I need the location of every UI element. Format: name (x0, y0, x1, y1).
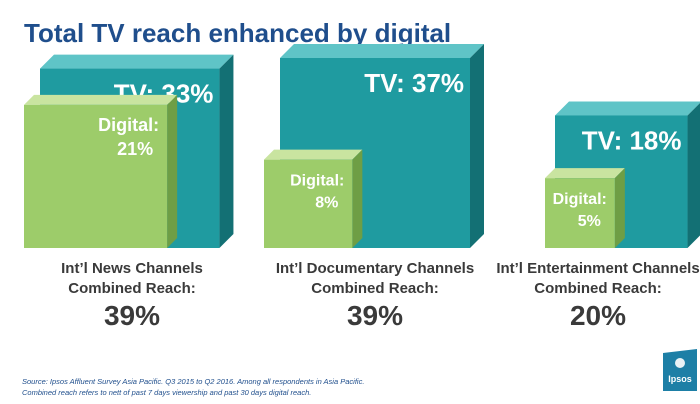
source-line-1: Source: Ipsos Affluent Survey Asia Pacif… (22, 377, 365, 386)
tv-bar-1-side (470, 44, 484, 248)
tv-value-label-1: TV: 37% (364, 68, 464, 98)
digital-value-label-1: 8% (315, 195, 338, 212)
digital-bar-2 (545, 178, 615, 248)
tv-bar-1-top (280, 44, 484, 58)
digital-bar-0-top (24, 94, 178, 105)
combined-reach-value-1: 39% (346, 300, 404, 331)
digital-value-label-0: 21% (117, 139, 153, 159)
category-name: Int’l Entertainment Channels (496, 260, 700, 277)
combined-reach-value-0: 39% (103, 300, 161, 331)
digital-bar-2-top (545, 168, 625, 179)
category-name: Int’l News Channels (61, 260, 203, 277)
digital-bar-2-side (614, 168, 625, 248)
digital-bar-1 (264, 159, 353, 248)
digital-value-label-2: 5% (578, 213, 601, 230)
ipsos-logo-icon: Ipsos (663, 349, 697, 391)
tv-bar-2-top (555, 101, 700, 116)
combined-reach-caption: Combined Reach: (534, 280, 662, 297)
combined-reach-caption: Combined Reach: (68, 280, 196, 297)
digital-label-0: Digital: (98, 115, 159, 135)
source-note: Source: Ipsos Affluent Survey Asia Pacif… (22, 376, 364, 398)
digital-label-2: Digital: (553, 191, 607, 208)
digital-bar-1-side (352, 149, 363, 248)
digital-bar-0-side (167, 94, 178, 248)
category-name: Int’l Documentary Channels (275, 260, 475, 277)
digital-label-1: Digital: (290, 173, 344, 190)
page-title: Total TV reach enhanced by digital (24, 18, 452, 48)
digital-bar-0 (24, 104, 168, 248)
category-label-0: Int’l News Channels Combined Reach: (17, 259, 247, 299)
tv-bar-0-top (40, 54, 234, 69)
category-label-1: Int’l Documentary Channels Combined Reach… (260, 259, 490, 299)
logo-text: Ipsos (668, 374, 692, 384)
category-label-2: Int’l Entertainment Channels Combined Rea… (483, 259, 700, 299)
source-line-2: Combined reach refers to nett of past 7 … (22, 388, 312, 397)
tv-bar-2-side (687, 102, 700, 248)
tv-bar-0-side (219, 54, 234, 248)
combined-reach-caption: Combined Reach: (311, 280, 439, 297)
digital-bar-1-top (264, 149, 363, 160)
tv-value-label-2: TV: 18% (582, 125, 682, 155)
combined-reach-value-2: 20% (569, 300, 627, 331)
